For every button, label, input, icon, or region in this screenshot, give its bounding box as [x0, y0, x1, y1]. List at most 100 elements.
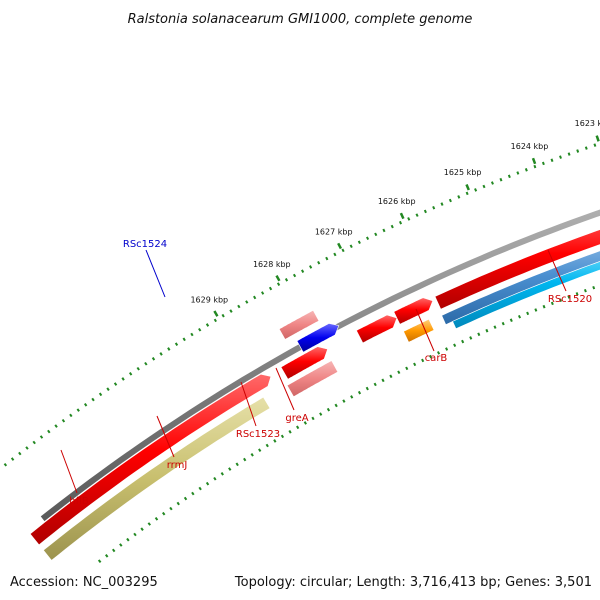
- tick-dot: [18, 451, 22, 456]
- tick-label-6: 1628 kbp: [253, 260, 291, 269]
- tick-dot: [421, 358, 425, 363]
- tick-dot: [198, 486, 202, 491]
- tick-dot: [162, 511, 166, 516]
- tick-dot: [533, 164, 537, 169]
- tick-dot: [559, 155, 562, 159]
- tick-dot: [284, 278, 289, 282]
- tick-dot: [342, 399, 346, 403]
- tick-dot: [432, 205, 436, 210]
- tick-dot: [280, 434, 285, 439]
- cds-carB-cyan: [452, 261, 600, 330]
- tick-dot: [516, 171, 520, 175]
- cds-rsc1523: [355, 314, 398, 344]
- leader-line-RSc1523: [240, 381, 257, 427]
- tick-dot: [301, 269, 305, 273]
- gene-label-carB[interactable]: carB: [425, 353, 448, 364]
- cds-rsc1524: [296, 323, 340, 353]
- tick-dot: [567, 152, 571, 156]
- tick-label-4: 1626 kbp: [378, 197, 416, 206]
- tick-dot: [61, 418, 66, 423]
- tick-dot: [174, 342, 179, 346]
- tick-dot: [457, 195, 461, 199]
- tick-dot: [485, 328, 489, 333]
- gene-label-RSc1523[interactable]: RSc1523: [236, 429, 280, 440]
- tick-dot: [309, 265, 313, 269]
- tick-dot: [397, 370, 401, 375]
- tick-dot: [592, 285, 596, 290]
- gene-label-hflB[interactable]: hflB: [69, 496, 89, 507]
- tick-dot: [405, 366, 409, 371]
- genome-summary-text: Topology: circular; Length: 3,716,413 bp…: [234, 575, 592, 590]
- tick-dot: [534, 308, 538, 312]
- tick-dot: [326, 407, 331, 412]
- tick-dot: [398, 220, 403, 225]
- tick-dot: [311, 416, 315, 421]
- tick-dot: [205, 323, 210, 327]
- tick-dot: [83, 403, 88, 407]
- tick-dot: [147, 522, 151, 526]
- major-tick: [337, 242, 343, 250]
- tick-dot: [559, 298, 563, 302]
- tick-dot: [273, 439, 277, 443]
- tick-dot: [25, 446, 29, 450]
- leader-line-RSc1520: [547, 249, 567, 292]
- tick-dot: [235, 462, 239, 467]
- tick-dot: [374, 232, 378, 237]
- tick-dot: [550, 158, 554, 163]
- tick-dot: [567, 295, 571, 299]
- cds-greA-lower: [403, 318, 435, 343]
- tick-dot: [133, 532, 137, 537]
- tick-dot: [276, 282, 281, 286]
- tick-dot: [205, 481, 210, 486]
- tick-dot: [477, 332, 481, 337]
- tick-dot: [436, 351, 441, 355]
- tick-dot: [104, 553, 109, 558]
- tick-dot: [190, 332, 194, 337]
- map-title: Ralstonia solanacearum GMI1000, complete…: [128, 12, 473, 27]
- tick-dot: [121, 377, 125, 381]
- tick-dot: [183, 496, 188, 501]
- tick-dot: [268, 286, 273, 291]
- cds-carB-upper: [434, 229, 600, 310]
- tick-dot: [303, 421, 307, 425]
- tick-dot: [357, 240, 361, 245]
- tick-dot: [357, 390, 362, 395]
- accession-text: Accession: NC_003295: [10, 575, 158, 590]
- tick-dot: [292, 273, 297, 278]
- gene-label-greA[interactable]: greA: [285, 413, 308, 424]
- leader-line-rrmJ: [156, 415, 175, 458]
- tick-dot: [461, 339, 465, 344]
- tick-dot: [39, 435, 44, 439]
- tick-dot: [415, 213, 419, 217]
- gene-label-RSc1524[interactable]: RSc1524: [123, 239, 167, 250]
- tick-dot: [213, 318, 217, 323]
- tick-dot: [350, 395, 354, 399]
- tick-dot: [474, 188, 478, 192]
- tick-dot: [54, 424, 58, 428]
- major-tick: [213, 310, 219, 317]
- gene-label-rrmJ[interactable]: rrmJ: [167, 460, 188, 471]
- leader-line-greA: [275, 367, 295, 411]
- tick-dot: [469, 336, 473, 340]
- tick-dot: [334, 403, 338, 408]
- tick-label-3: 1625 kbp: [444, 168, 482, 177]
- tick-dot: [576, 149, 580, 153]
- gene-label-RSc1520[interactable]: RSc1520: [548, 294, 592, 305]
- tick-label-2: 1624 kbp: [511, 142, 549, 151]
- tick-dot: [349, 244, 353, 249]
- tick-dot: [136, 366, 140, 371]
- cds-hflB-upper: [29, 373, 272, 546]
- tick-dot: [91, 397, 95, 402]
- tick-dot: [10, 457, 15, 461]
- tick-dot: [333, 252, 337, 257]
- tick-dot: [445, 347, 449, 351]
- tick-dot: [265, 443, 269, 448]
- tick-dot: [526, 311, 530, 316]
- gene-labels: RSc1524 RSc1520 carB greA RSc1523 rrmJ hflB: [60, 239, 592, 507]
- tick-label-5: 1627 kbp: [315, 227, 353, 236]
- tick-dot: [373, 382, 377, 387]
- major-tick: [275, 274, 281, 282]
- tick-dot: [517, 314, 522, 319]
- tick-dot: [167, 347, 171, 351]
- tick-dot: [493, 325, 497, 329]
